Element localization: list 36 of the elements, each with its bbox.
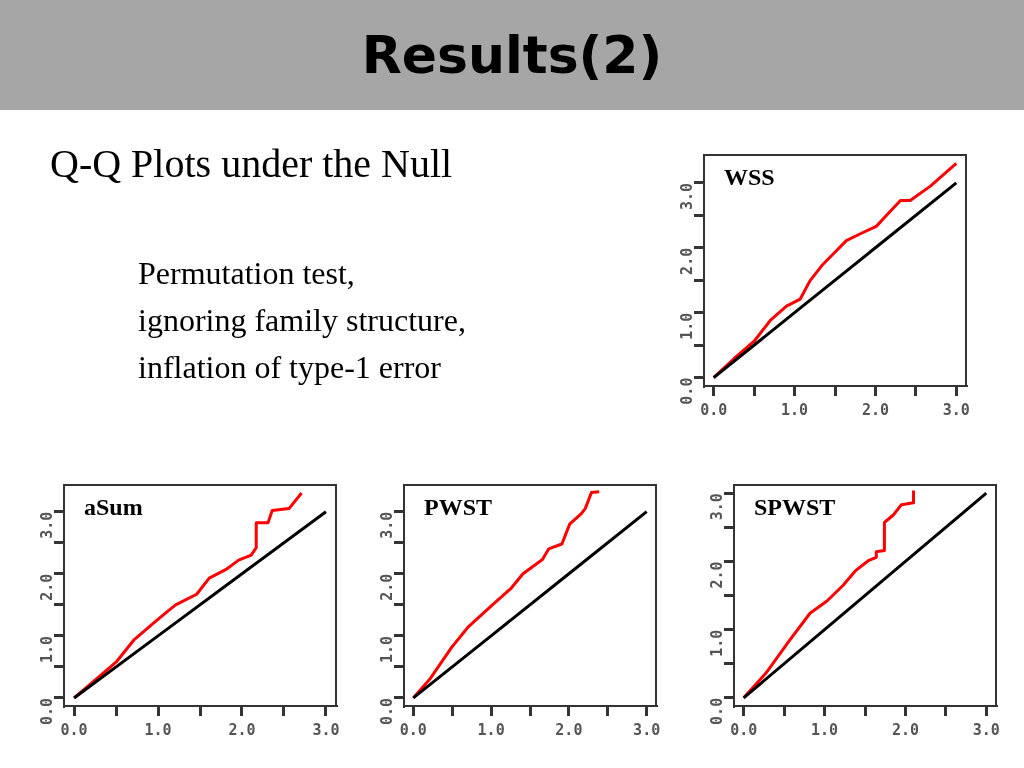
x-tick-label: 0.0 <box>60 720 88 739</box>
x-tick-label: 3.0 <box>633 720 661 739</box>
y-tick-label: 2.0 <box>677 247 696 275</box>
text: inflation of type-1 error <box>138 348 442 387</box>
y-tick-label: 2.0 <box>707 561 726 589</box>
text: Results(2) <box>0 0 1024 110</box>
y-tick-label: 3.0 <box>707 493 726 521</box>
chart-title: WSS <box>724 164 775 191</box>
y-tick-label: 2.0 <box>37 573 56 601</box>
y-tick-label: 1.0 <box>707 629 726 657</box>
x-tick-label: 3.0 <box>312 720 340 739</box>
y-tick-label: 3.0 <box>37 511 56 539</box>
x-tick-label: 1.0 <box>144 720 172 739</box>
y-tick-label: 1.0 <box>677 312 696 340</box>
y-tick-label: 3.0 <box>677 182 696 210</box>
text: Permutation test, <box>138 254 356 293</box>
x-tick-label: 0.0 <box>730 720 758 739</box>
chart-title: SPWST <box>754 494 836 521</box>
y-tick-label: 1.0 <box>377 635 396 663</box>
y-tick-label: 2.0 <box>377 573 396 601</box>
x-tick-label: 2.0 <box>861 400 889 419</box>
chart-title: aSum <box>84 494 143 521</box>
x-tick-label: 0.0 <box>399 720 427 739</box>
x-tick-label: 3.0 <box>942 400 970 419</box>
y-tick-label: 1.0 <box>37 635 56 663</box>
text: ignoring family structure, <box>138 301 466 340</box>
x-tick-label: 2.0 <box>891 720 919 739</box>
y-tick-label: 3.0 <box>377 511 396 539</box>
x-tick-label: 1.0 <box>811 720 839 739</box>
chart-title: PWST <box>424 494 493 521</box>
text: Q-Q Plots under the Null <box>50 140 453 187</box>
x-tick-label: 1.0 <box>477 720 505 739</box>
x-tick-label: 2.0 <box>228 720 256 739</box>
x-tick-label: 2.0 <box>555 720 583 739</box>
x-tick-label: 1.0 <box>781 400 809 419</box>
x-tick-label: 3.0 <box>972 720 1000 739</box>
